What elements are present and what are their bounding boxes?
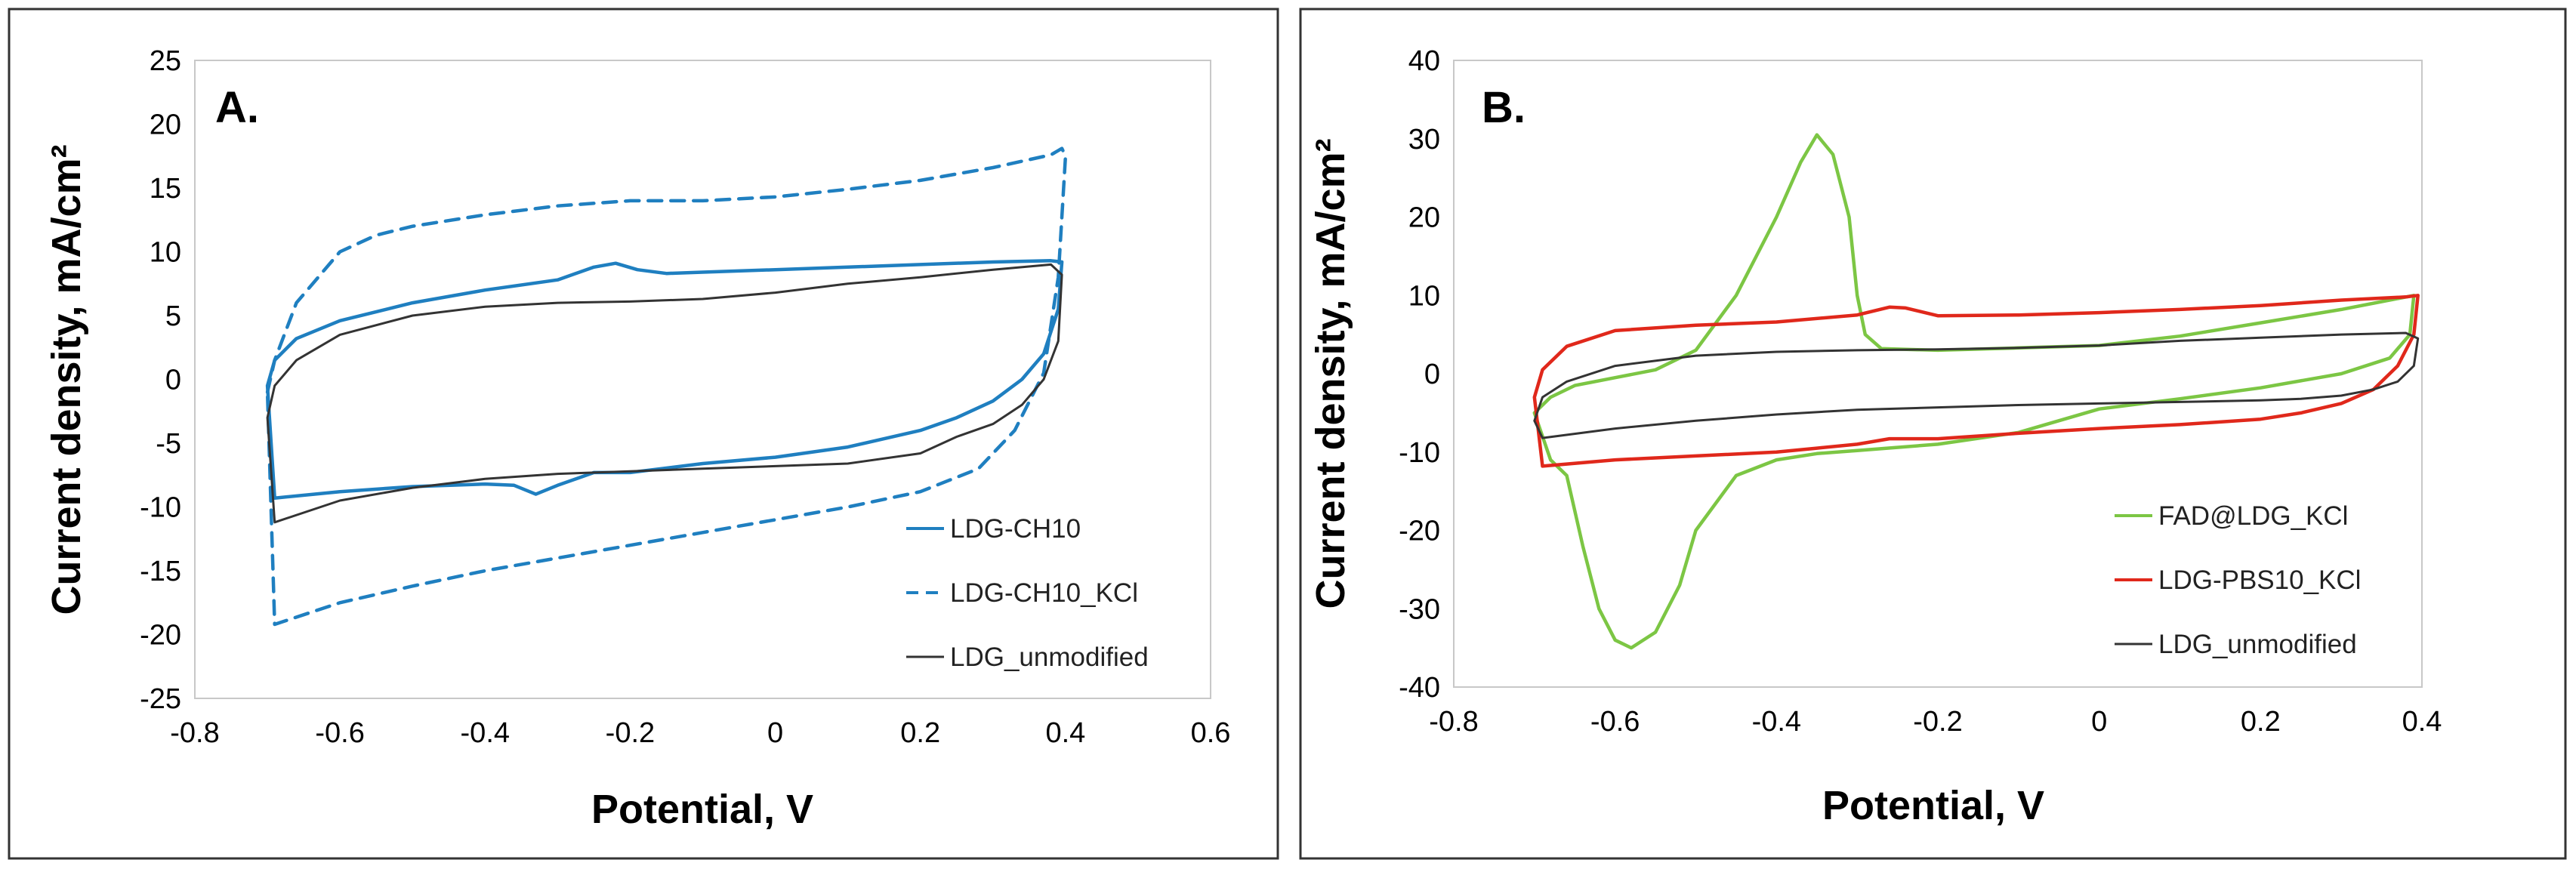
panel-a-y-ticks: -25 -20 -15 -10 -5 0 5 10 15 20 25 [140,45,181,715]
panel-a: A. Potential, V Current density, mA/cm² … [8,8,1279,860]
panel-b-y-axis-title: Current density, mA/cm² [1308,138,1353,609]
legend-item-ldg-unmodified-a: LDG_unmodified [906,643,1149,672]
x-tick-label: -0.6 [1590,706,1640,738]
legend-item-ldg-ch10-kcl: LDG-CH10_KCl [906,578,1138,608]
panel-a-series [265,146,1068,627]
panel-a-y-axis-title: Current density, mA/cm² [44,144,89,615]
y-tick-label: 20 [1408,202,1440,234]
panel-b-y-ticks: -40 -30 -20 -10 0 10 20 30 40 [1399,45,1440,704]
x-tick-label: -0.2 [1913,706,1962,738]
legend-item-fad-ldg-kcl: FAD@LDG_KCl [2115,501,2348,531]
legend-label-ldg-ch10: LDG-CH10 [950,514,1081,544]
x-tick-label: -0.8 [1429,706,1478,738]
y-tick-label: -40 [1399,672,1440,704]
x-tick-label: 0.4 [2402,706,2442,738]
y-tick-label: 10 [150,237,181,269]
x-tick-label: -0.4 [1752,706,1801,738]
y-tick-label: 40 [1408,45,1440,77]
panel-b-x-ticks: -0.8 -0.6 -0.4 -0.2 0 0.2 0.4 [1429,706,2442,738]
y-tick-label: -25 [140,683,181,715]
y-tick-label: -10 [140,492,181,524]
legend-item-ldg-pbs10-kcl: LDG-PBS10_KCl [2115,565,2361,595]
legend-label-fad-ldg-kcl: FAD@LDG_KCl [2158,501,2348,531]
y-tick-label: -10 [1399,437,1440,469]
panel-a-frame [8,8,1279,860]
panel-b-plot-area [1453,60,2423,688]
legend-item-ldg-unmodified-b: LDG_unmodified [2115,630,2357,659]
y-tick-label: -20 [140,620,181,652]
x-tick-label: 0 [2091,706,2107,738]
legend-label-ldg-ch10-kcl: LDG-CH10_KCl [950,578,1138,608]
legend-label-ldg-unmodified-b: LDG_unmodified [2158,630,2357,659]
panel-b: B. Potential, V Current density, mA/cm² … [1299,8,2567,860]
y-tick-label: 15 [150,173,181,205]
legend-label-ldg-unmodified-a: LDG_unmodified [950,643,1149,672]
panel-b-legend: FAD@LDG_KCl LDG-PBS10_KCl LDG_unmodified [2115,501,2361,659]
series-line-ldg-unmodified [1533,331,2420,439]
x-tick-label: 0.2 [2241,706,2281,738]
y-tick-label: -5 [156,428,181,460]
panel-b-series [1532,133,2420,650]
panel-a-x-ticks: -0.8 -0.6 -0.4 -0.2 0 0.2 0.4 0.6 [170,717,1230,749]
x-tick-label: 0 [767,717,783,749]
y-tick-label: 5 [165,300,181,332]
panel-b-frame [1299,8,2567,860]
series-line-ldg-ch10 [265,259,1064,500]
panel-a-x-axis-title: Potential, V [591,787,813,832]
y-tick-label: 20 [150,109,181,141]
y-tick-label: 25 [150,45,181,77]
panel-a-label: A. [215,83,259,132]
series-line-ldg-unmodified [266,263,1063,524]
y-tick-label: -20 [1399,516,1440,547]
y-tick-label: -30 [1399,593,1440,625]
x-tick-label: 0.4 [1045,717,1085,749]
y-tick-label: 0 [1424,359,1440,390]
panel-b-x-axis-title: Potential, V [1822,783,2044,828]
x-tick-label: -0.2 [606,717,655,749]
y-tick-label: 30 [1408,124,1440,156]
x-tick-label: -0.8 [170,717,219,749]
x-tick-label: 0.6 [1191,717,1231,749]
x-tick-label: -0.6 [315,717,364,749]
panel-b-label: B. [1482,83,1526,132]
legend-label-ldg-pbs10-kcl: LDG-PBS10_KCl [2158,565,2361,595]
y-tick-label: 10 [1408,280,1440,312]
panel-a-plot-area [194,60,1211,699]
y-tick-label: -15 [140,556,181,587]
y-tick-label: 0 [165,365,181,396]
x-tick-label: -0.4 [461,717,510,749]
x-tick-label: 0.2 [900,717,940,749]
series-line-ldg-pbs10-kcl [1532,294,2420,468]
legend-item-ldg-ch10: LDG-CH10 [906,514,1081,544]
panel-a-legend: LDG-CH10 LDG-CH10_KCl LDG_unmodified [906,514,1149,672]
series-line-ldg-ch10-kcl [265,146,1068,627]
series-line-fad-ldg-kcl [1532,133,2416,650]
